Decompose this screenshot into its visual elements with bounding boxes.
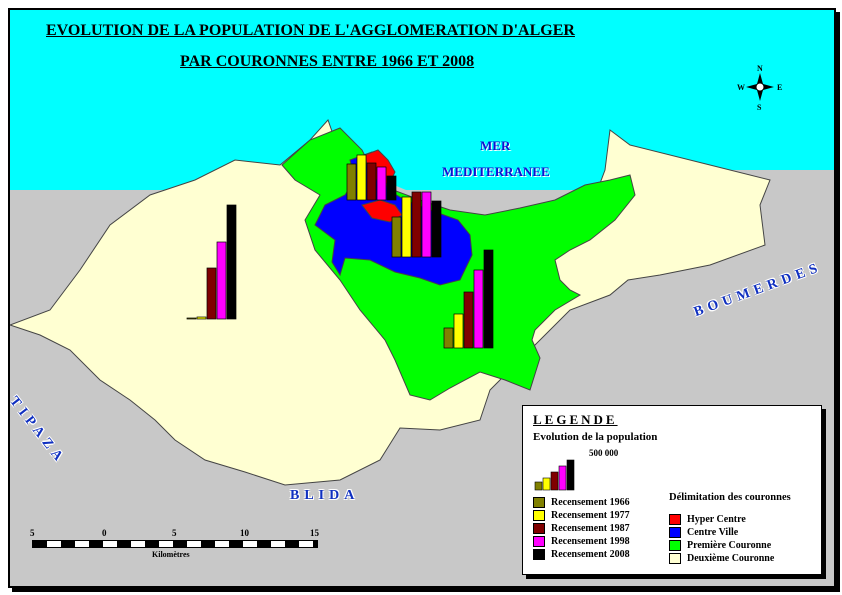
swatch-2008 [533, 549, 545, 561]
scale-tick-0: 5 [30, 528, 35, 538]
bar-centre-ville-1987 [411, 191, 422, 258]
compass-rose-icon [746, 73, 774, 101]
bar-hyper-centre-2008 [386, 175, 397, 201]
bar-deuxieme-couronne-1977 [196, 316, 207, 320]
scale-bar [32, 540, 318, 548]
legend-premiere-couronne: Première Couronne [669, 540, 771, 552]
legend-hyper-centre: Hyper Centre [669, 514, 746, 526]
sea-label-mediterranee: MEDITERRANEE [442, 164, 550, 179]
legend-subtitle: Evolution de la population [533, 431, 658, 443]
swatch-deuxieme-couronne [669, 553, 681, 565]
scale-tick-4: 15 [310, 528, 319, 538]
swatch-1998 [533, 536, 545, 548]
bar-deuxieme-couronne-1998 [216, 241, 227, 320]
legend-census-1998: Recensement 1998 [533, 536, 630, 548]
legend-census-1987-label: Recensement 1987 [551, 523, 630, 534]
compass-w: W [737, 83, 745, 92]
swatch-1966 [533, 497, 545, 509]
swatch-hyper-centre [669, 514, 681, 526]
bar-hyper-centre-1977 [356, 154, 367, 201]
bar-premiere-couronne-1987 [463, 291, 474, 349]
legend-premiere-couronne-label: Première Couronne [687, 540, 772, 551]
map-title-line1: EVOLUTION DE LA POPULATION DE L'AGGLOMER… [46, 22, 575, 39]
scale-tick-3: 10 [240, 528, 249, 538]
bar-premiere-couronne-2008 [483, 249, 494, 349]
population-bar-charts [186, 154, 494, 349]
legend-box: LEGENDE Evolution de la population 500 0… [522, 405, 822, 575]
legend-centre-ville-label: Centre Ville [687, 527, 739, 538]
bar-deuxieme-couronne-1987 [206, 267, 217, 320]
bar-deuxieme-couronne-2008 [226, 204, 237, 320]
bar-centre-ville-2008 [431, 200, 442, 258]
legend-deuxieme-couronne-label: Deuxième Couronne [687, 553, 775, 564]
compass-e: E [777, 83, 782, 92]
legend-deuxieme-couronne: Deuxième Couronne [669, 553, 774, 565]
map-frame: N S E W EVOLUTION DE LA POPULATION DE L'… [8, 8, 836, 588]
bar-hyper-centre-1966 [346, 163, 357, 201]
legend-census-1966: Recensement 1966 [533, 497, 630, 509]
sea-label-mer: MER [480, 138, 511, 153]
legend-census-1977-label: Recensement 1977 [551, 510, 630, 521]
legend-census-2008-label: Recensement 2008 [551, 549, 630, 560]
bar-deuxieme-couronne-1966 [186, 317, 197, 320]
swatch-premiere-couronne [669, 540, 681, 552]
scale-tick-1: 0 [102, 528, 107, 538]
swatch-centre-ville [669, 527, 681, 539]
legend-census-1987: Recensement 1987 [533, 523, 630, 535]
legend-centre-ville: Centre Ville [669, 527, 738, 539]
legend-census-1977: Recensement 1977 [533, 510, 630, 522]
compass-s: S [757, 103, 762, 112]
sea-area [10, 10, 834, 190]
legend-census-1966-label: Recensement 1966 [551, 497, 630, 508]
bar-hyper-centre-1998 [376, 166, 387, 201]
bar-premiere-couronne-1977 [453, 313, 464, 349]
legend-sample-bars [534, 459, 575, 491]
swatch-1977 [533, 510, 545, 522]
scale-unit-label: Kilomètres [152, 550, 190, 559]
bar-premiere-couronne-1966 [443, 327, 454, 349]
legend-scale-value: 500 000 [589, 448, 619, 458]
bar-premiere-couronne-1998 [473, 269, 484, 349]
bar-hyper-centre-1987 [366, 162, 377, 201]
legend-title: LEGENDE [533, 412, 618, 427]
legend-census-2008: Recensement 2008 [533, 549, 630, 561]
legend-couronnes-heading: Délimitation des couronnes [669, 492, 791, 503]
map-title-line2: PAR COURONNES ENTRE 1966 ET 2008 [180, 53, 475, 70]
bar-centre-ville-1966 [391, 216, 402, 258]
scale-tick-2: 5 [172, 528, 177, 538]
compass-n: N [757, 64, 763, 73]
legend-hyper-centre-label: Hyper Centre [687, 514, 746, 525]
swatch-1987 [533, 523, 545, 535]
legend-census-1998-label: Recensement 1998 [551, 536, 630, 547]
bar-centre-ville-1998 [421, 191, 432, 258]
bar-centre-ville-1977 [401, 196, 412, 258]
region-label-blida: BLIDA [290, 488, 360, 503]
